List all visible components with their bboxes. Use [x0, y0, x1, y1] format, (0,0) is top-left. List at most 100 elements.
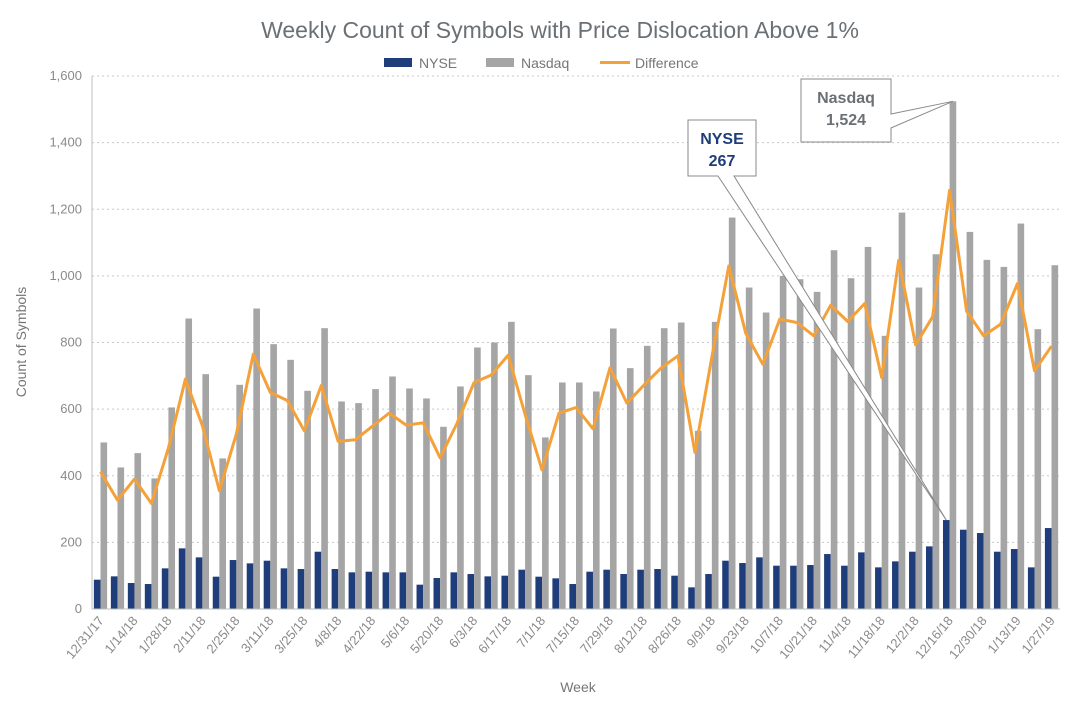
nasdaq-bar — [423, 398, 430, 609]
x-tick-label: 2/11/18 — [170, 613, 209, 655]
nasdaq-bar — [202, 374, 210, 609]
nasdaq-bar — [711, 321, 719, 609]
nasdaq-bar — [440, 426, 447, 609]
nasdaq-bar — [813, 291, 821, 609]
nasdaq-bar — [779, 275, 787, 609]
nyse-bar — [654, 569, 661, 609]
nasdaq-bar — [338, 401, 345, 609]
nyse-bar — [976, 533, 984, 609]
nasdaq-bar — [881, 335, 889, 609]
difference-line — [99, 188, 1053, 505]
nasdaq-bar — [576, 382, 583, 609]
nyse-bar — [569, 584, 576, 609]
x-tick-label: 6/17/18 — [475, 613, 514, 656]
y-tick-label: 1,200 — [49, 201, 82, 216]
nasdaq-bar — [626, 368, 634, 609]
nyse-bar — [773, 565, 780, 609]
nyse-bar — [926, 546, 933, 609]
y-tick-label: 1,000 — [49, 268, 82, 283]
legend: NYSE Nasdaq Difference — [384, 55, 699, 71]
nasdaq-bar — [168, 407, 176, 609]
nasdaq-bar — [117, 467, 125, 609]
callout-box — [687, 119, 947, 521]
y-tick-label: 1,600 — [49, 68, 82, 83]
nasdaq-bar — [1034, 329, 1042, 609]
callouts: NYSE 267 Nasdaq 1,524 — [687, 78, 954, 521]
nasdaq-bar — [151, 478, 159, 609]
nyse-bar — [280, 568, 288, 609]
nasdaq-bar — [915, 287, 923, 609]
nyse-bar — [909, 551, 916, 609]
nyse-bar — [993, 551, 1001, 609]
nyse-bar — [263, 560, 271, 609]
x-tick-label: 9/23/18 — [713, 613, 752, 656]
nasdaq-bar — [253, 308, 260, 609]
x-tick-label: 12/31/17 — [63, 613, 107, 661]
nasdaq-bar — [355, 403, 362, 609]
callout-value-label: 267 — [709, 153, 736, 170]
nasdaq-bar — [694, 430, 702, 609]
nyse-bar — [161, 568, 169, 609]
nyse-bar — [195, 557, 203, 609]
nyse-bar — [739, 563, 746, 609]
y-tick-label: 400 — [60, 468, 82, 483]
nyse-bar — [705, 574, 712, 609]
nasdaq-bar — [508, 321, 515, 609]
nasdaq-bar — [643, 345, 651, 609]
callout-value-label: 1,524 — [826, 112, 866, 129]
nasdaq-bar — [796, 279, 804, 609]
x-axis-ticks: 12/31/171/14/181/28/182/11/182/25/183/11… — [63, 613, 1058, 661]
nyse-bar — [382, 572, 390, 609]
nasdaq-bar — [219, 458, 226, 609]
x-tick-label: 2/25/18 — [203, 613, 242, 656]
nyse-bar — [348, 572, 356, 609]
y-tick-label: 600 — [60, 401, 82, 416]
nasdaq-bar — [932, 254, 940, 610]
callout-series-label: Nasdaq — [817, 90, 875, 107]
nasdaq-bar — [609, 328, 617, 609]
nasdaq-bar — [491, 342, 498, 609]
nyse-bar — [1010, 549, 1018, 609]
nyse-bar — [875, 567, 882, 609]
nyse-bar — [824, 554, 831, 609]
x-tick-label: 1/28/18 — [135, 613, 174, 656]
nyse-bar — [756, 557, 763, 609]
nyse-bar — [637, 569, 644, 609]
difference-line-group — [99, 188, 1053, 505]
nasdaq-bar — [134, 453, 142, 609]
nyse-bar — [518, 569, 526, 609]
nyse-bar — [212, 576, 220, 609]
nasdaq-bar — [474, 347, 481, 609]
legend-swatch — [486, 58, 514, 67]
nyse-bar — [144, 584, 152, 609]
nasdaq-bar — [100, 442, 108, 609]
nasdaq-bar — [1000, 266, 1008, 609]
nyse-bar — [841, 565, 848, 609]
x-tick-label: 5/20/18 — [407, 613, 446, 656]
nasdaq-bar — [898, 212, 906, 610]
nyse-bar — [671, 575, 678, 609]
legend-label: Difference — [635, 55, 699, 71]
y-axis-ticks: 0 200 400 600 800 1,000 1,200 1,400 1,600 — [49, 68, 82, 616]
nyse-bar — [297, 569, 305, 609]
nyse-bar — [586, 571, 593, 609]
nasdaq-bar — [236, 384, 243, 609]
nyse-bar — [416, 584, 424, 609]
nyse-bar — [178, 548, 186, 609]
nasdaq-bar — [864, 246, 872, 609]
x-axis-label: Week — [560, 679, 597, 695]
nasdaq-bar — [762, 312, 770, 609]
nyse-bar — [1027, 567, 1035, 609]
x-tick-label: 11/18/18 — [845, 613, 888, 661]
nyse-bar — [331, 569, 339, 609]
x-tick-label: 8/26/18 — [645, 613, 684, 656]
nyse-bar — [552, 578, 560, 609]
callout-box — [800, 78, 954, 143]
nasdaq-bar — [592, 391, 600, 609]
nyse-bar — [467, 574, 475, 609]
nyse-bar — [603, 569, 610, 609]
nasdaq-bar — [983, 259, 991, 609]
nasdaq-bar — [728, 217, 736, 609]
x-tick-label: 7/15/18 — [543, 613, 582, 656]
